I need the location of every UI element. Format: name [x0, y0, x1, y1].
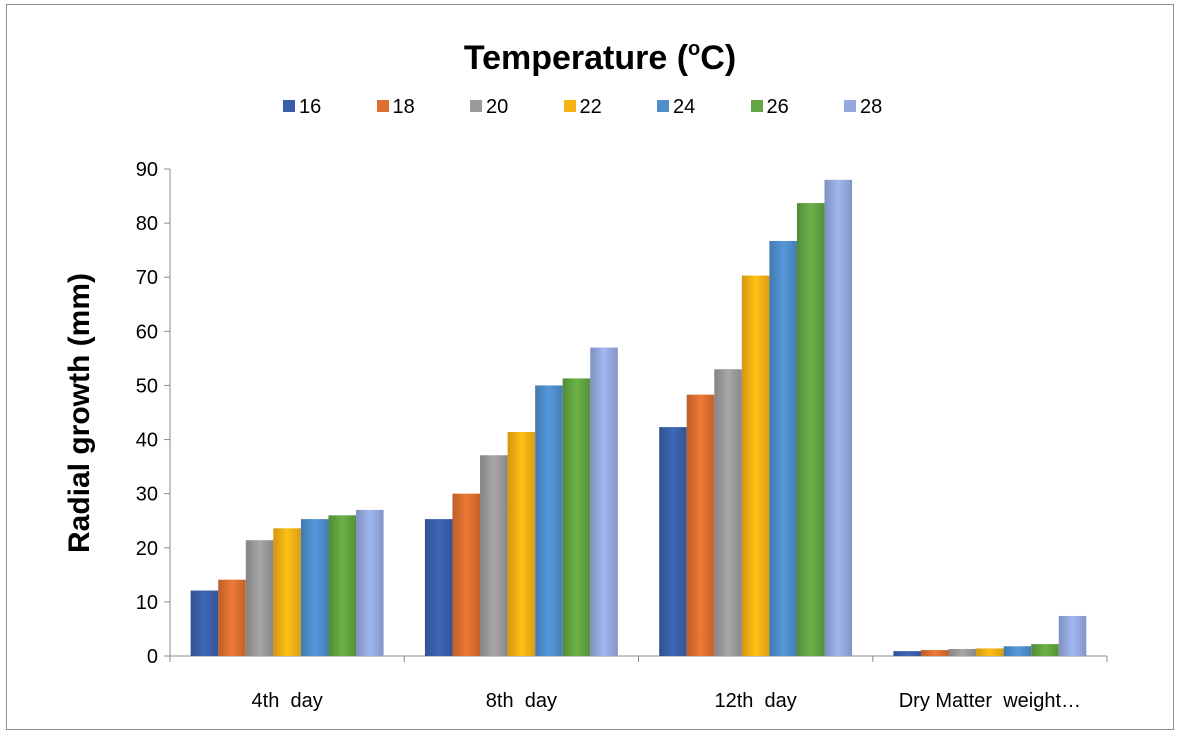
chart-title-suffix: C) [700, 39, 737, 77]
chart-title-degree: o [688, 38, 701, 60]
bar-28-1 [356, 509, 384, 656]
legend-swatch [563, 100, 576, 112]
bar-20-2 [480, 455, 508, 656]
bar-26-2 [562, 378, 591, 656]
bar-28-4 [1058, 615, 1087, 656]
y-tick-label: 30 [136, 484, 158, 506]
bar-22-1 [273, 528, 301, 656]
x-tick-label: 8th day [486, 690, 557, 712]
legend-swatch [657, 100, 669, 112]
legend-item-16: 16 [283, 96, 321, 119]
x-tick-label: 12th day [714, 690, 796, 712]
legend-swatch [376, 100, 389, 112]
legend-swatch [750, 100, 763, 112]
y-tick-label: 40 [136, 430, 158, 452]
legend-label: 20 [486, 96, 509, 118]
y-tick-label: 60 [136, 321, 158, 343]
legend-label: 22 [579, 96, 602, 118]
legend-label: 26 [766, 96, 789, 118]
legend-item-20: 20 [470, 96, 508, 119]
y-tick-label: 10 [136, 592, 158, 614]
bar-20-1 [245, 540, 274, 656]
x-tick-label: Dry Matter weight… [899, 690, 1081, 712]
y-tick-label: 90 [136, 159, 158, 181]
legend-label: 16 [299, 96, 322, 118]
y-tick-label: 70 [136, 267, 158, 289]
legend-swatch [844, 100, 856, 112]
legend-label: 18 [392, 96, 415, 118]
chart-title-text: Temperature ( [463, 39, 689, 77]
bar-26-1 [328, 515, 357, 656]
bar-18-4 [920, 650, 949, 656]
bar-26-3 [796, 203, 825, 656]
y-tick-label: 0 [147, 646, 158, 668]
legend-item-24: 24 [657, 96, 695, 119]
bar-24-4 [1003, 646, 1032, 656]
legend-item-26: 26 [750, 96, 789, 119]
x-tick-label: 4th day [252, 690, 323, 712]
legend-item-18: 18 [376, 96, 415, 119]
bar-18-3 [686, 394, 715, 656]
bar-20-3 [714, 369, 742, 656]
legend-label: 28 [860, 96, 883, 118]
legend-swatch [283, 100, 295, 112]
bar-22-2 [507, 431, 536, 656]
bar-24-3 [769, 240, 797, 656]
bar-22-4 [976, 648, 1004, 656]
legend-swatch [470, 100, 482, 112]
legend-label: 24 [673, 96, 696, 118]
bar-26-4 [1031, 644, 1059, 656]
bar-28-2 [590, 347, 618, 656]
bar-28-3 [824, 179, 853, 657]
bar-24-1 [300, 519, 329, 656]
y-tick-label: 80 [136, 213, 158, 235]
legend-item-28: 28 [844, 96, 882, 119]
bar-18-1 [218, 579, 246, 656]
bar-20-4 [948, 648, 977, 656]
y-tick-label: 50 [136, 375, 158, 397]
y-tick-label: 20 [136, 538, 158, 560]
bar-16-4 [893, 651, 921, 656]
bar-22-3 [741, 275, 770, 656]
legend-item-22: 22 [563, 96, 602, 119]
bar-24-2 [535, 385, 563, 656]
bar-16-2 [424, 519, 453, 656]
chart-title: Temperature (oC) [0, 38, 1179, 78]
bar-16-1 [190, 590, 219, 656]
bar-18-2 [452, 493, 481, 656]
bar-16-3 [659, 427, 687, 656]
